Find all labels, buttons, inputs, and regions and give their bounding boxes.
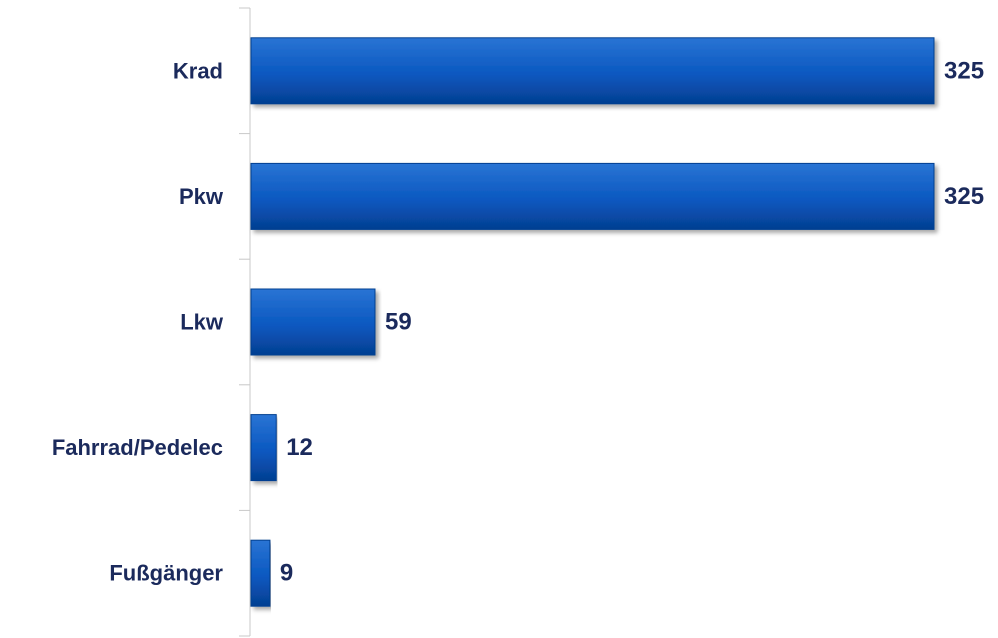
- value-label: 12: [286, 434, 313, 461]
- bar-0: [250, 37, 935, 105]
- bar-3: [250, 414, 277, 482]
- category-label: Fußgänger: [109, 561, 223, 586]
- category-label: Lkw: [180, 310, 224, 335]
- value-label: 325: [944, 57, 984, 84]
- y-axis-ticks: [239, 7, 250, 637]
- bars: [250, 37, 935, 607]
- category-label: Pkw: [179, 184, 224, 209]
- value-label: 59: [385, 309, 412, 336]
- category-label: Krad: [173, 58, 223, 83]
- bar-1: [250, 162, 935, 230]
- value-label: 9: [280, 560, 293, 587]
- category-label: Fahrrad/Pedelec: [52, 435, 223, 460]
- bar-2: [250, 288, 376, 356]
- category-labels: Krad Pkw Lkw Fahrrad/Pedelec Fußgänger: [52, 58, 224, 585]
- value-labels: 325 325 59 12 9: [280, 57, 984, 586]
- value-label: 325: [944, 183, 984, 210]
- bar-4: [250, 539, 271, 607]
